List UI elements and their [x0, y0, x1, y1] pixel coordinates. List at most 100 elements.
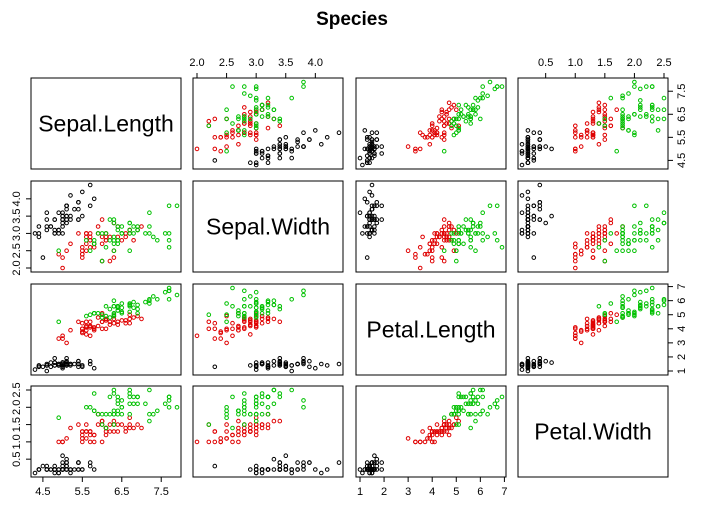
- data-point: [265, 411, 271, 417]
- panel-sepal-length-vs-petal-width: [517, 77, 669, 170]
- data-point: [367, 231, 372, 236]
- data-point: [259, 313, 265, 319]
- data-point: [301, 130, 306, 135]
- data-point: [596, 304, 602, 309]
- data-point: [135, 401, 140, 407]
- data-point: [649, 306, 655, 312]
- data-point: [463, 118, 469, 124]
- data-point: [151, 294, 156, 299]
- data-point: [111, 391, 117, 396]
- data-point: [537, 356, 543, 361]
- data-point: [253, 394, 259, 400]
- data-point: [111, 312, 117, 318]
- data-point: [253, 151, 259, 156]
- data-point: [519, 148, 525, 154]
- data-point: [470, 102, 476, 108]
- data-point: [68, 425, 73, 431]
- data-point: [253, 98, 259, 103]
- y-tick-label-petal-length: 4: [676, 326, 688, 332]
- data-point: [319, 361, 324, 367]
- panel-petal-width-vs-petal-length: [355, 385, 507, 478]
- panel-sepal-length-vs-sepal-length: Sepal.Length: [30, 77, 182, 170]
- data-point: [573, 265, 578, 271]
- data-point: [478, 224, 483, 229]
- data-point: [259, 304, 265, 309]
- data-point: [127, 387, 132, 393]
- data-point: [265, 112, 271, 117]
- data-point: [449, 224, 454, 229]
- data-point: [573, 325, 578, 330]
- data-point: [369, 146, 375, 152]
- data-point: [277, 123, 283, 129]
- data-point: [111, 298, 117, 304]
- data-point: [456, 102, 462, 108]
- data-point: [379, 144, 385, 149]
- data-point: [584, 121, 590, 126]
- data-point: [461, 224, 466, 229]
- data-point: [248, 109, 253, 115]
- data-point: [374, 144, 380, 149]
- data-point: [463, 217, 469, 222]
- y-tick-label-petal-length: 7: [676, 284, 688, 290]
- data-point: [494, 238, 500, 243]
- data-point: [413, 148, 418, 154]
- data-point: [649, 118, 655, 124]
- data-point: [212, 326, 218, 332]
- data-point: [626, 114, 631, 119]
- data-point: [573, 135, 578, 140]
- data-point: [224, 422, 229, 427]
- data-point: [32, 231, 38, 236]
- data-point: [531, 231, 537, 236]
- data-point: [434, 132, 440, 138]
- data-point: [80, 432, 85, 438]
- data-point: [425, 436, 430, 441]
- data-point: [111, 255, 117, 260]
- data-point: [111, 238, 117, 243]
- data-point: [372, 213, 377, 219]
- data-point: [174, 203, 180, 209]
- data-point: [230, 439, 235, 445]
- data-point: [537, 144, 543, 149]
- data-point: [446, 220, 452, 226]
- data-point: [271, 107, 277, 112]
- data-point: [655, 227, 661, 233]
- data-point: [265, 360, 271, 365]
- data-point: [427, 425, 433, 431]
- data-point: [649, 102, 655, 108]
- data-point: [461, 394, 466, 400]
- data-point: [95, 224, 101, 229]
- data-point: [549, 360, 554, 365]
- data-point: [131, 299, 136, 305]
- data-point: [451, 405, 457, 410]
- data-point: [151, 234, 156, 240]
- data-point: [99, 319, 105, 325]
- data-point: [295, 137, 300, 142]
- data-point: [364, 213, 370, 219]
- data-point: [372, 460, 377, 465]
- data-point: [248, 411, 253, 417]
- data-point: [95, 411, 101, 417]
- data-point: [236, 123, 241, 129]
- data-point: [119, 411, 125, 417]
- data-point: [265, 319, 271, 325]
- data-point: [206, 422, 212, 427]
- panels-layer: Sepal.Length Sepal.Width Petal.Length Petal…: [11, 57, 688, 498]
- data-point: [95, 231, 101, 236]
- data-point: [454, 107, 459, 112]
- data-point: [283, 360, 289, 365]
- data-point: [590, 121, 596, 126]
- data-point: [289, 387, 295, 393]
- data-point: [103, 316, 109, 322]
- data-point: [655, 304, 661, 309]
- data-point: [434, 422, 440, 427]
- data-point: [463, 102, 469, 108]
- data-point: [596, 100, 602, 106]
- data-point: [602, 238, 608, 243]
- data-point: [584, 130, 590, 135]
- data-point: [620, 93, 625, 99]
- data-point: [68, 241, 73, 247]
- data-point: [446, 107, 452, 112]
- data-point: [80, 213, 85, 219]
- data-point: [661, 302, 667, 308]
- data-point: [242, 408, 247, 414]
